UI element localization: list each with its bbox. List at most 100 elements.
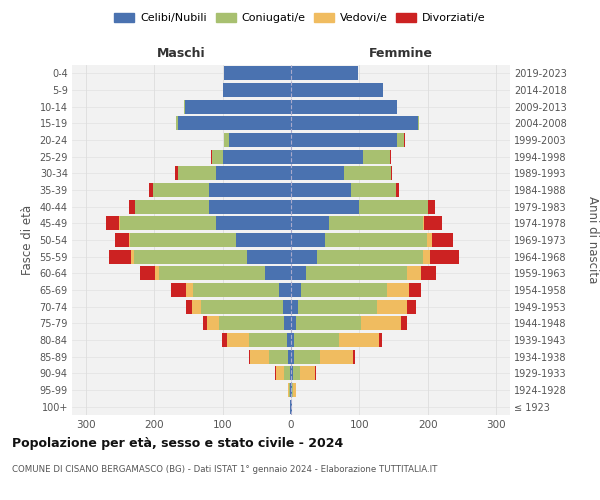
Bar	[284, 316, 291, 330]
Bar	[300, 366, 315, 380]
Bar	[363, 150, 390, 164]
Bar	[291, 233, 325, 247]
Bar	[293, 383, 296, 397]
Bar	[203, 316, 207, 330]
Bar	[379, 333, 382, 347]
Bar	[291, 133, 397, 147]
Bar	[224, 133, 229, 147]
Bar	[134, 250, 247, 264]
Bar	[106, 216, 119, 230]
Text: COMUNE DI CISANO BERGAMASCO (BG) - Dati ISTAT 1° gennaio 2024 - Elaborazione TUT: COMUNE DI CISANO BERGAMASCO (BG) - Dati …	[12, 466, 437, 474]
Bar	[353, 350, 355, 364]
Bar	[184, 100, 185, 114]
Bar	[421, 266, 436, 280]
Bar	[291, 100, 397, 114]
Bar	[325, 233, 427, 247]
Bar	[115, 233, 129, 247]
Bar	[223, 83, 291, 97]
Bar	[289, 383, 290, 397]
Bar	[409, 283, 421, 297]
Bar	[227, 333, 249, 347]
Y-axis label: Anni di nascita: Anni di nascita	[586, 196, 599, 284]
Bar	[315, 366, 316, 380]
Bar	[109, 250, 131, 264]
Bar	[301, 283, 387, 297]
Bar	[211, 150, 212, 164]
Bar	[377, 300, 407, 314]
Bar	[130, 233, 236, 247]
Bar	[391, 166, 392, 180]
Bar	[329, 216, 423, 230]
Bar	[291, 383, 292, 397]
Bar	[223, 150, 291, 164]
Bar	[296, 316, 361, 330]
Bar	[288, 350, 291, 364]
Bar	[351, 183, 396, 197]
Bar	[176, 116, 178, 130]
Bar	[153, 183, 209, 197]
Bar	[291, 200, 359, 214]
Bar	[135, 200, 209, 214]
Bar	[423, 250, 430, 264]
Bar	[344, 166, 391, 180]
Bar	[175, 166, 178, 180]
Bar	[247, 250, 291, 264]
Bar	[275, 366, 276, 380]
Bar	[249, 333, 287, 347]
Bar	[387, 283, 409, 297]
Bar	[171, 283, 186, 297]
Text: Maschi: Maschi	[157, 47, 206, 60]
Bar	[339, 333, 379, 347]
Bar	[159, 266, 265, 280]
Bar	[131, 250, 134, 264]
Bar	[178, 116, 291, 130]
Bar	[298, 300, 377, 314]
Bar	[295, 350, 320, 364]
Bar	[290, 366, 291, 380]
Bar	[278, 283, 291, 297]
Y-axis label: Fasce di età: Fasce di età	[21, 205, 34, 275]
Bar	[432, 233, 452, 247]
Bar	[291, 333, 295, 347]
Bar	[291, 266, 306, 280]
Bar	[140, 266, 155, 280]
Legend: Celibi/Nubili, Coniugati/e, Vedovi/e, Divorziati/e: Celibi/Nubili, Coniugati/e, Vedovi/e, Di…	[110, 8, 490, 28]
Bar	[178, 166, 216, 180]
Bar	[269, 350, 288, 364]
Bar	[185, 100, 291, 114]
Bar	[396, 183, 399, 197]
Bar	[229, 133, 291, 147]
Bar	[130, 200, 135, 214]
Bar	[291, 316, 296, 330]
Bar	[293, 366, 300, 380]
Bar	[401, 316, 407, 330]
Bar	[361, 316, 401, 330]
Bar	[207, 316, 219, 330]
Bar	[291, 116, 418, 130]
Bar	[149, 183, 153, 197]
Bar	[290, 400, 291, 414]
Bar	[430, 250, 458, 264]
Bar	[129, 233, 130, 247]
Bar	[418, 116, 419, 130]
Bar	[424, 216, 442, 230]
Bar	[291, 350, 295, 364]
Bar	[212, 150, 223, 164]
Bar	[224, 66, 291, 80]
Bar	[250, 350, 269, 364]
Bar	[120, 216, 216, 230]
Bar	[222, 333, 227, 347]
Bar	[193, 300, 200, 314]
Bar	[428, 200, 435, 214]
Bar	[290, 383, 291, 397]
Bar	[209, 200, 291, 214]
Bar	[306, 266, 407, 280]
Bar	[209, 183, 291, 197]
Bar	[200, 300, 283, 314]
Bar	[193, 283, 278, 297]
Bar	[276, 366, 284, 380]
Bar	[295, 333, 339, 347]
Bar	[185, 300, 193, 314]
Text: Femmine: Femmine	[368, 47, 433, 60]
Bar	[404, 133, 405, 147]
